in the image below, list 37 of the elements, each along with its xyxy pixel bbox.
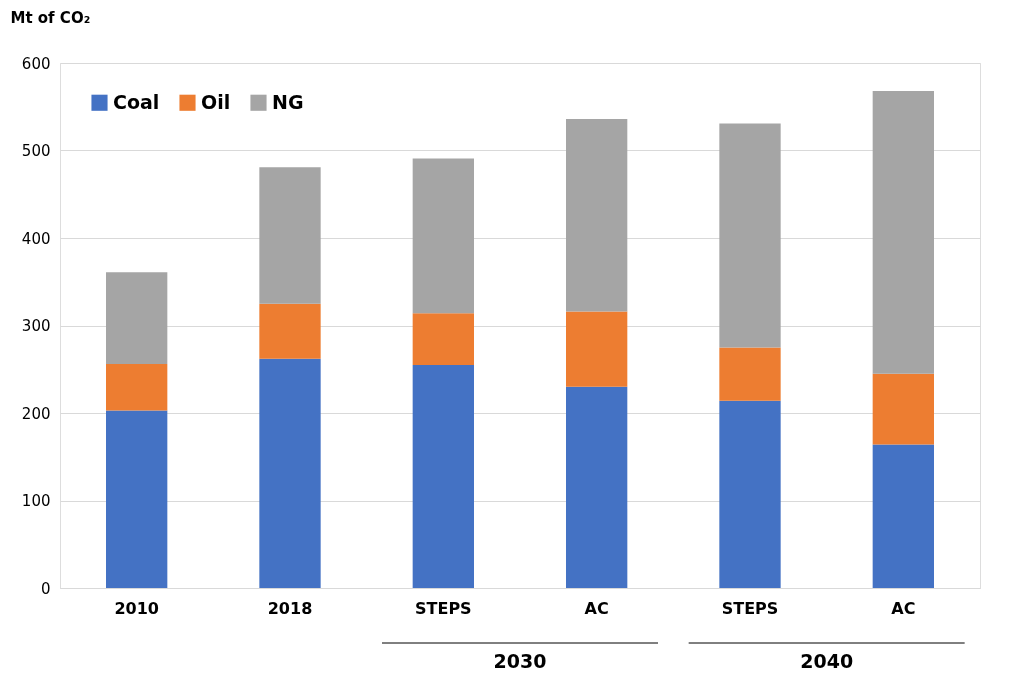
y-tick-label: 200 xyxy=(21,404,51,423)
text: 2030 xyxy=(493,650,547,672)
bar xyxy=(872,373,934,445)
bar xyxy=(106,364,168,411)
bar xyxy=(412,364,474,588)
legend-label: Coal xyxy=(113,90,160,113)
bar xyxy=(566,311,628,387)
bar xyxy=(872,91,934,374)
text: 2040 xyxy=(800,650,854,672)
bar xyxy=(259,358,321,588)
bar xyxy=(412,158,474,314)
y-tick-label: 600 xyxy=(21,54,51,73)
y-tick-label: 400 xyxy=(21,229,51,248)
y-tick-label: 100 xyxy=(21,492,51,510)
legend-label: NG xyxy=(272,90,304,113)
bar xyxy=(259,303,321,359)
y-tick-label: 0 xyxy=(40,579,51,598)
bar xyxy=(412,313,474,365)
bar xyxy=(106,272,168,364)
x-tick-label: AC xyxy=(891,598,916,618)
x-tick-label: 2018 xyxy=(267,598,313,618)
y-tick-label: 300 xyxy=(21,317,51,335)
y-tick-label: 500 xyxy=(21,142,51,160)
bar xyxy=(719,123,781,348)
bar xyxy=(566,119,628,312)
x-tick-label: AC xyxy=(584,598,609,618)
bar xyxy=(719,347,781,401)
x-tick-label: STEPS xyxy=(721,598,779,618)
bar xyxy=(872,444,934,588)
x-tick-label: 2010 xyxy=(114,598,159,618)
legend-label: Oil xyxy=(201,90,231,113)
x-tick-label: STEPS xyxy=(415,598,472,618)
bar xyxy=(259,167,321,304)
bar xyxy=(719,400,781,588)
bar xyxy=(106,410,168,588)
y-axis-title: Mt of CO₂ xyxy=(10,8,91,27)
bar xyxy=(566,386,628,588)
